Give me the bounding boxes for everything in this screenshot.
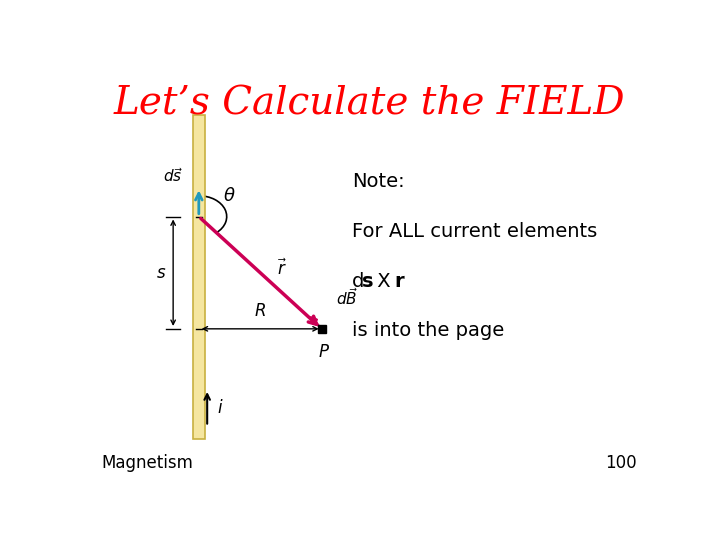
Text: is into the page: is into the page	[352, 321, 505, 340]
Bar	[193, 114, 205, 439]
Text: $\vec{r}$: $\vec{r}$	[277, 258, 287, 279]
Text: $d\vec{B}$: $d\vec{B}$	[336, 287, 358, 308]
Text: Let’s Calculate the FIELD: Let’s Calculate the FIELD	[113, 85, 625, 123]
Text: d: d	[352, 272, 364, 291]
Text: $i$: $i$	[217, 399, 224, 417]
Text: s: s	[362, 272, 374, 291]
Text: Magnetism: Magnetism	[101, 454, 193, 472]
Text: 100: 100	[606, 454, 637, 472]
Text: $\theta$: $\theta$	[223, 187, 236, 205]
Text: $P$: $P$	[318, 343, 330, 361]
Text: X: X	[372, 272, 397, 291]
Text: For ALL current elements: For ALL current elements	[352, 221, 598, 241]
Text: r: r	[395, 272, 405, 291]
Text: $d\vec{s}$: $d\vec{s}$	[163, 167, 184, 185]
Text: $R$: $R$	[254, 302, 266, 320]
Text: Note:: Note:	[352, 172, 405, 191]
Text: $s$: $s$	[156, 264, 166, 282]
